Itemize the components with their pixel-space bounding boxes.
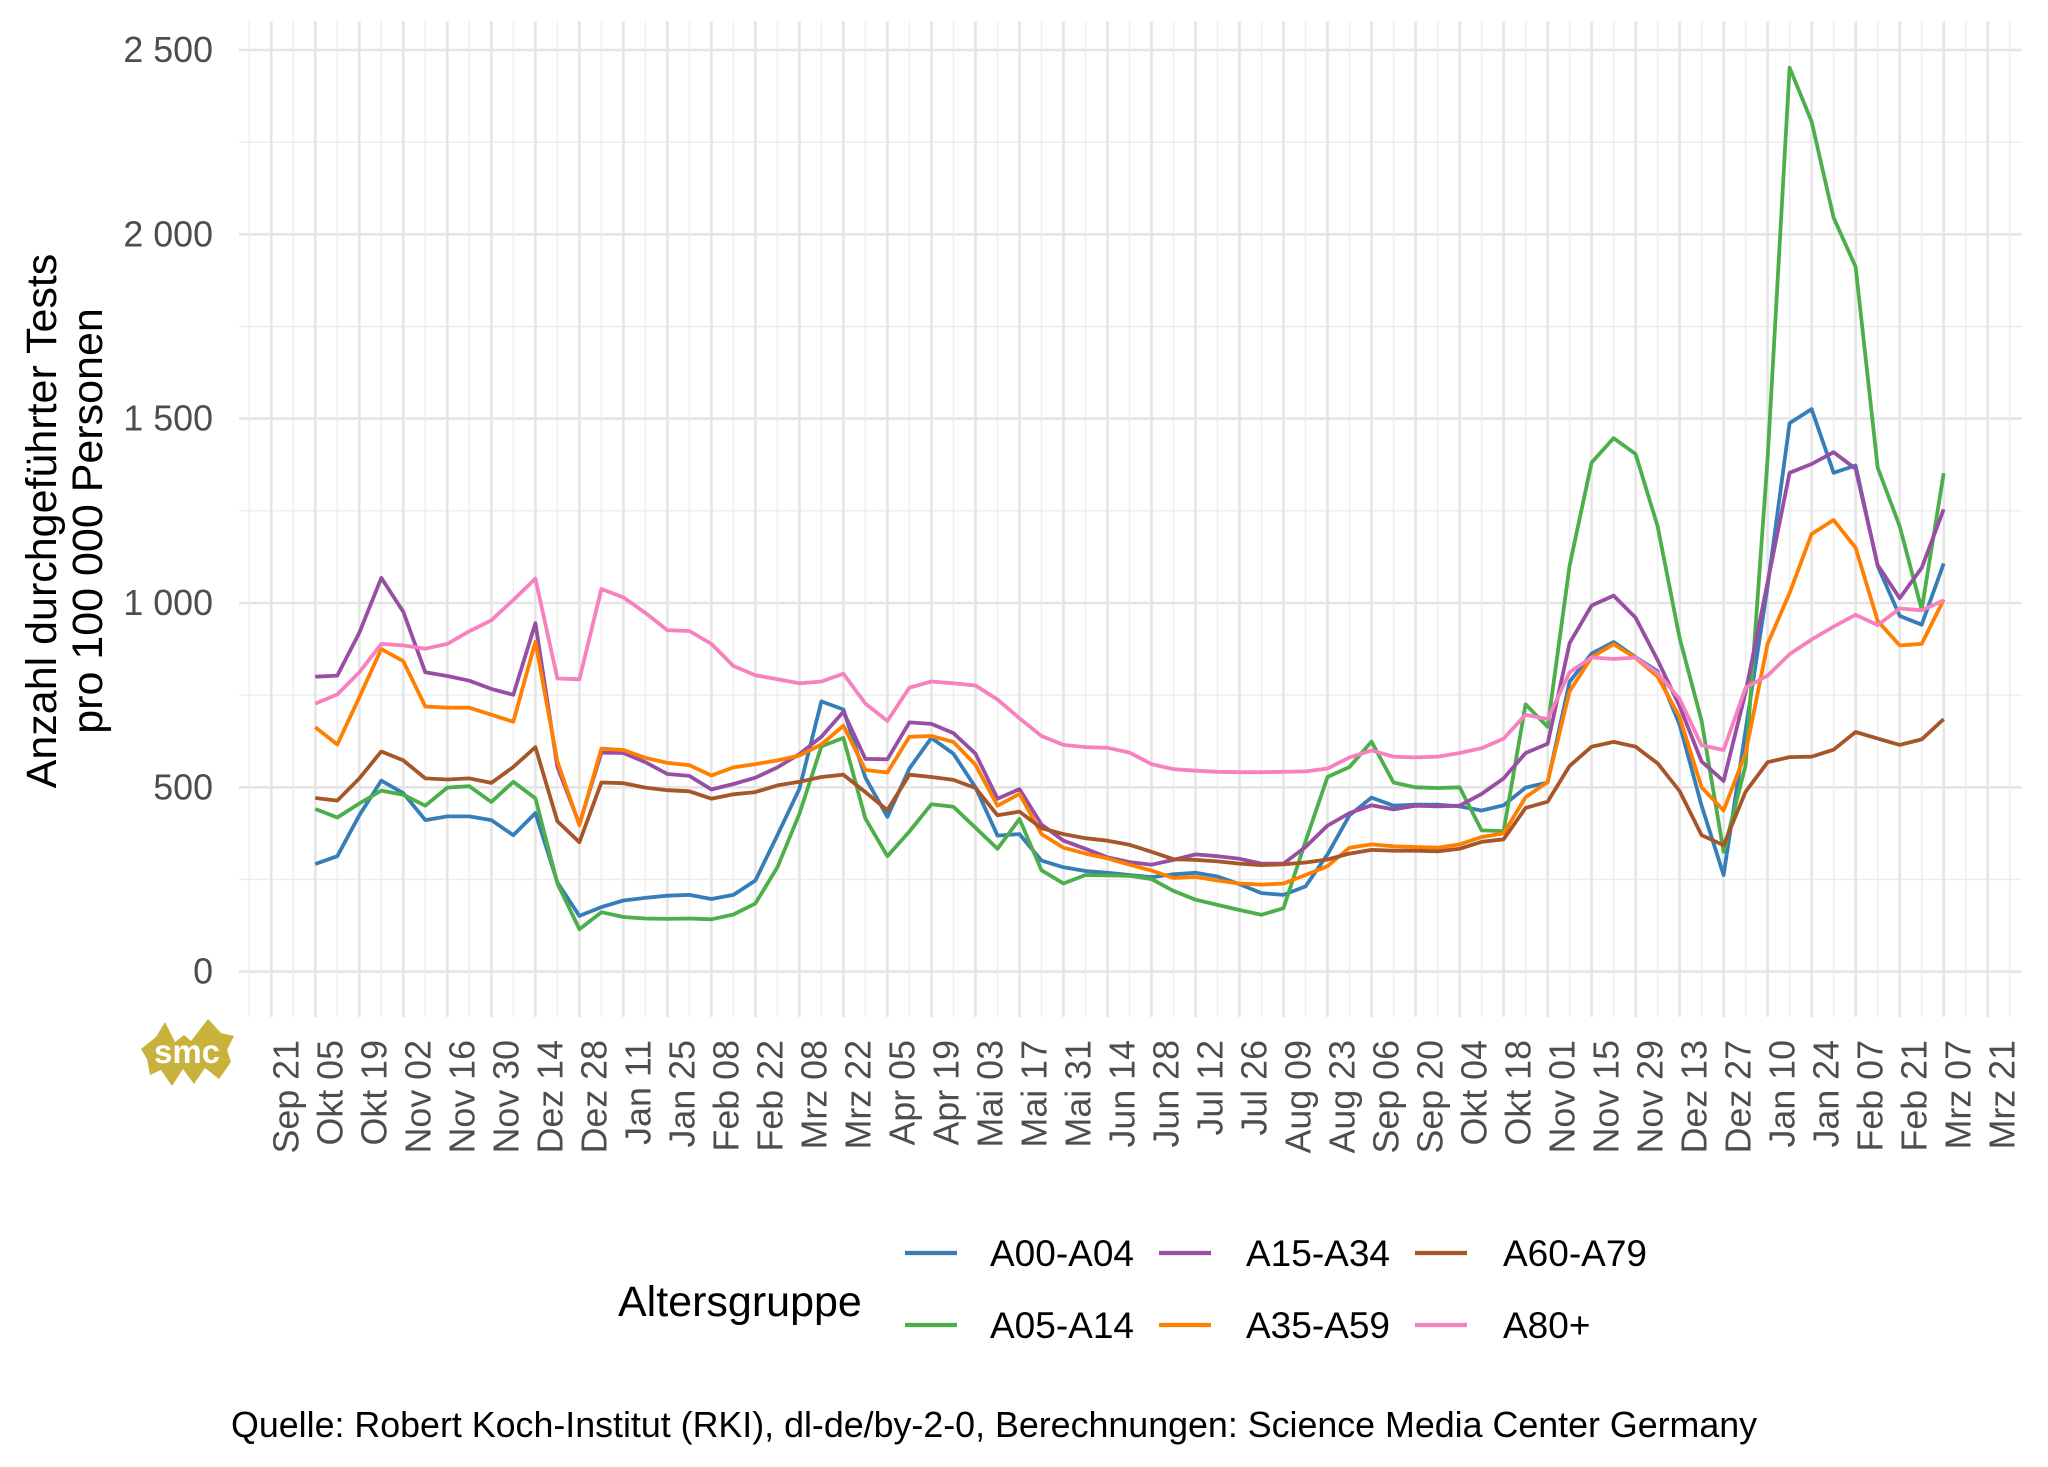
- svg-text:500: 500: [153, 767, 213, 807]
- svg-text:Jan 25: Jan 25: [662, 1040, 702, 1147]
- svg-text:Jan 11: Jan 11: [618, 1040, 658, 1145]
- svg-text:Mrz 22: Mrz 22: [838, 1040, 878, 1149]
- svg-text:Jul 26: Jul 26: [1235, 1040, 1275, 1136]
- svg-text:Jun 14: Jun 14: [1103, 1040, 1143, 1147]
- svg-text:Dez 13: Dez 13: [1675, 1040, 1715, 1153]
- svg-text:A05-A14: A05-A14: [990, 1305, 1134, 1346]
- svg-text:Feb 21: Feb 21: [1895, 1040, 1935, 1151]
- svg-text:Mrz 07: Mrz 07: [1939, 1040, 1979, 1149]
- svg-text:Okt 05: Okt 05: [310, 1040, 350, 1145]
- svg-text:Anzahl durchgeführter Tests: Anzahl durchgeführter Tests: [18, 254, 66, 789]
- svg-text:A15-A34: A15-A34: [1246, 1233, 1390, 1274]
- svg-text:Dez 28: Dez 28: [574, 1040, 614, 1153]
- svg-text:A00-A04: A00-A04: [990, 1233, 1134, 1274]
- svg-text:Nov 16: Nov 16: [442, 1040, 482, 1153]
- svg-text:Mrz 08: Mrz 08: [794, 1040, 834, 1149]
- svg-text:Okt 18: Okt 18: [1499, 1040, 1539, 1145]
- svg-text:Mai 17: Mai 17: [1015, 1040, 1055, 1147]
- svg-text:Jan 24: Jan 24: [1807, 1040, 1847, 1147]
- svg-text:Jul 12: Jul 12: [1191, 1040, 1231, 1136]
- svg-text:Nov 02: Nov 02: [398, 1040, 438, 1153]
- svg-text:Okt 04: Okt 04: [1455, 1040, 1495, 1145]
- svg-text:Jun 28: Jun 28: [1147, 1040, 1187, 1147]
- svg-text:2 500: 2 500: [123, 30, 213, 70]
- svg-text:Okt 19: Okt 19: [354, 1040, 394, 1145]
- svg-text:Aug 23: Aug 23: [1323, 1040, 1363, 1153]
- svg-text:1 500: 1 500: [123, 399, 213, 439]
- svg-text:Apr 05: Apr 05: [882, 1040, 922, 1145]
- svg-text:Sep 06: Sep 06: [1367, 1040, 1407, 1153]
- svg-text:Altersgruppe: Altersgruppe: [618, 1278, 862, 1326]
- svg-text:Nov 15: Nov 15: [1587, 1040, 1627, 1153]
- svg-text:0: 0: [193, 952, 213, 992]
- svg-text:2 000: 2 000: [123, 214, 213, 254]
- svg-text:Feb 07: Feb 07: [1851, 1040, 1891, 1151]
- svg-text:Feb 08: Feb 08: [706, 1040, 746, 1151]
- svg-text:Aug 09: Aug 09: [1279, 1040, 1319, 1153]
- svg-text:Sep 21: Sep 21: [266, 1040, 306, 1153]
- svg-text:Mai 31: Mai 31: [1059, 1040, 1099, 1147]
- svg-text:pro 100 000 Personen: pro 100 000 Personen: [64, 308, 112, 734]
- svg-text:A60-A79: A60-A79: [1503, 1233, 1647, 1274]
- svg-text:Dez 14: Dez 14: [530, 1040, 570, 1153]
- svg-text:Sep 20: Sep 20: [1411, 1040, 1451, 1153]
- svg-text:smc: smc: [154, 1033, 220, 1070]
- svg-text:Quelle: Robert Koch-Institut (: Quelle: Robert Koch-Institut (RKI), dl-d…: [231, 1405, 1757, 1445]
- svg-text:A80+: A80+: [1503, 1305, 1590, 1346]
- svg-text:Mai 03: Mai 03: [971, 1040, 1011, 1147]
- svg-text:Dez 27: Dez 27: [1719, 1040, 1759, 1153]
- svg-text:Nov 01: Nov 01: [1543, 1040, 1583, 1153]
- svg-text:Jan 10: Jan 10: [1763, 1040, 1803, 1147]
- svg-text:Nov 29: Nov 29: [1631, 1040, 1671, 1153]
- svg-text:Apr 19: Apr 19: [927, 1040, 967, 1145]
- svg-text:Feb 22: Feb 22: [750, 1040, 790, 1151]
- svg-text:A35-A59: A35-A59: [1246, 1305, 1390, 1346]
- svg-text:1 000: 1 000: [123, 583, 213, 623]
- svg-text:Mrz 21: Mrz 21: [1983, 1040, 2023, 1149]
- svg-text:Nov 30: Nov 30: [486, 1040, 526, 1153]
